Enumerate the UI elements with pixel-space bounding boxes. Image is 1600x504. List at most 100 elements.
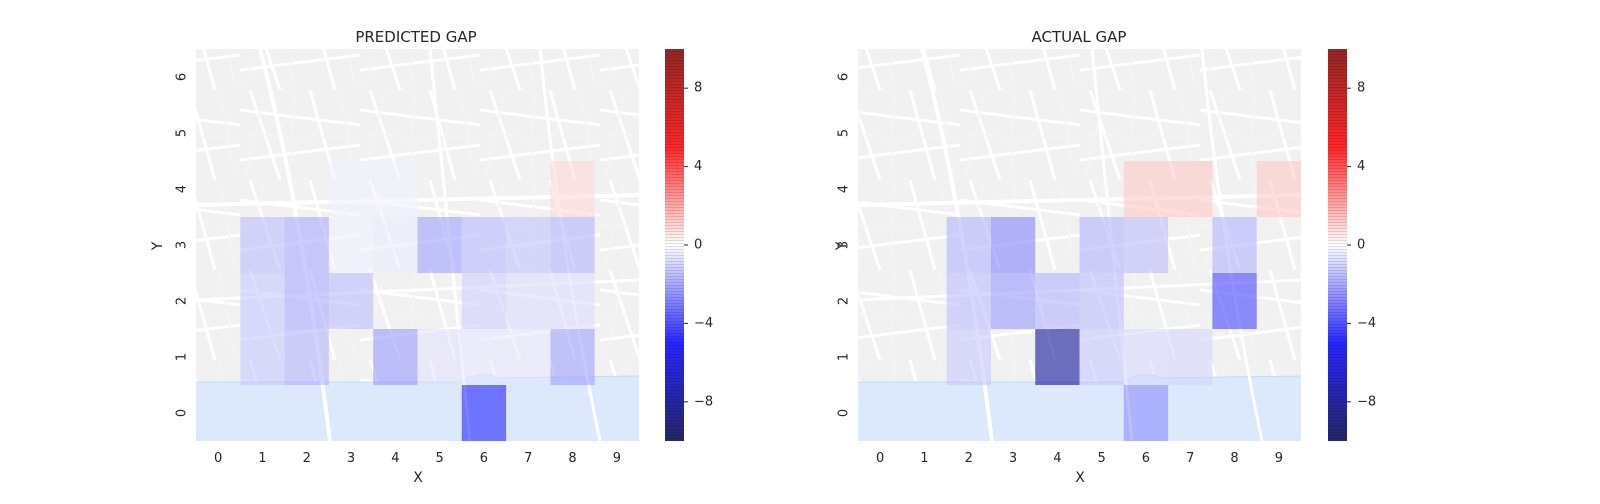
x-tick-label: 6 xyxy=(1142,451,1150,466)
y-tick-label: 3 xyxy=(175,241,190,249)
heatmap-cell xyxy=(240,217,285,273)
x-tick-label: 5 xyxy=(436,451,444,466)
heatmap-cell xyxy=(284,217,329,273)
y-axis-label: Y xyxy=(150,241,166,251)
heatmap-cell xyxy=(1035,273,1080,329)
y-axis-label: Y xyxy=(834,241,850,251)
heatmap-cell xyxy=(550,273,595,329)
colorbar-tick-label: 0 xyxy=(1357,238,1365,253)
heatmap-cell xyxy=(990,273,1036,329)
heatmap-cell xyxy=(946,217,991,273)
x-axis-label: X xyxy=(1075,470,1085,486)
colorbar-tick-label: −4 xyxy=(694,316,713,331)
y-axis: 0 1 2 3 4 5 6 xyxy=(837,73,852,417)
x-tick-label: 4 xyxy=(1053,451,1061,466)
x-axis: 0 1 2 3 4 5 6 7 8 9 xyxy=(214,451,621,466)
x-tick-label: 9 xyxy=(613,451,621,466)
y-tick-label: 0 xyxy=(837,409,852,417)
x-tick-label: 7 xyxy=(1186,451,1194,466)
colorbar-tick-label: −8 xyxy=(1357,394,1376,409)
heatmap-cell xyxy=(1168,161,1213,217)
y-tick-label: 5 xyxy=(837,129,852,137)
heatmap-cells xyxy=(240,161,595,441)
y-tick-label: 4 xyxy=(175,185,190,193)
heatmap-cell xyxy=(1079,273,1124,329)
y-tick-label: 3 xyxy=(837,241,852,249)
heatmap-cell xyxy=(328,161,374,217)
heatmap-cell xyxy=(506,329,551,385)
heatmap-cell xyxy=(240,329,285,385)
x-tick-label: 9 xyxy=(1275,451,1283,466)
heatmap-cell xyxy=(1212,217,1257,273)
actual-gap-panel: ACTUAL GAP 0 1 2 3 4 5 6 7 8 9 0 1 2 3 4 5 6 X Y 8 4 0 −4 −… xyxy=(834,28,1376,486)
x-tick-label: 5 xyxy=(1098,451,1106,466)
heatmap-cell xyxy=(990,217,1036,273)
x-tick-label: 4 xyxy=(391,451,399,466)
heatmap-cell xyxy=(417,217,462,273)
heatmap-cell xyxy=(284,329,329,385)
heatmap-cell xyxy=(1035,329,1080,385)
heatmap-cell xyxy=(417,329,462,385)
y-tick-label: 0 xyxy=(175,409,190,417)
y-tick-label: 1 xyxy=(837,353,852,361)
x-tick-label: 8 xyxy=(568,451,576,466)
heatmap-cell xyxy=(284,273,329,329)
heatmap-cell xyxy=(550,161,595,217)
heatmap-cell xyxy=(1123,161,1169,217)
heatmap-cell xyxy=(946,273,991,329)
heatmap-cell xyxy=(1123,329,1169,385)
heatmap-cell xyxy=(550,217,595,273)
heatmap-cell xyxy=(461,385,507,441)
heatmap-cell xyxy=(461,217,507,273)
x-tick-label: 6 xyxy=(480,451,488,466)
x-tick-label: 1 xyxy=(258,451,266,466)
y-tick-label: 4 xyxy=(837,185,852,193)
heatmap-cell xyxy=(373,161,418,217)
colorbar-tick-label: 0 xyxy=(694,238,702,253)
y-tick-label: 5 xyxy=(175,129,190,137)
x-tick-label: 0 xyxy=(214,451,222,466)
chart-title: ACTUAL GAP xyxy=(1032,28,1127,46)
predicted-gap-panel: PREDICTED GAP 0 1 2 3 4 5 6 7 8 9 0 1 2 3 4 5 6 X Y 8 4 0… xyxy=(150,28,713,486)
x-tick-label: 1 xyxy=(920,451,928,466)
colorbar-tick-label: −8 xyxy=(694,394,713,409)
colorbar-tick-label: 4 xyxy=(1357,159,1365,174)
x-axis-label: X xyxy=(413,470,423,486)
x-tick-label: 2 xyxy=(303,451,311,466)
y-tick-label: 6 xyxy=(175,73,190,81)
colorbar-tick-label: −4 xyxy=(1357,316,1376,331)
heatmap-cell xyxy=(373,217,418,273)
chart-title: PREDICTED GAP xyxy=(355,28,476,46)
colorbar: 8 4 0 −4 −8 xyxy=(665,49,713,441)
heatmap-cell xyxy=(1212,273,1257,329)
y-tick-label: 1 xyxy=(175,353,190,361)
x-tick-label: 7 xyxy=(524,451,532,466)
x-tick-label: 0 xyxy=(876,451,884,466)
x-tick-label: 3 xyxy=(347,451,355,466)
heatmap-cell xyxy=(373,329,418,385)
heatmap-cell xyxy=(461,273,507,329)
heatmap-cells xyxy=(946,161,1301,441)
heatmap-cell xyxy=(240,273,285,329)
heatmap-cell xyxy=(550,329,595,385)
heatmap-cell xyxy=(1079,217,1124,273)
heatmap-cell xyxy=(1079,329,1124,385)
heatmap-cell xyxy=(1256,161,1301,217)
x-tick-label: 2 xyxy=(965,451,973,466)
y-tick-label: 6 xyxy=(837,73,852,81)
heatmap-cell xyxy=(1123,385,1169,441)
colorbar-tick-label: 8 xyxy=(1357,81,1365,96)
heatmap-cell xyxy=(506,273,551,329)
x-tick-label: 8 xyxy=(1230,451,1238,466)
colorbar-tick-label: 4 xyxy=(694,159,702,174)
heatmap-cell xyxy=(328,217,374,273)
heatmap-cell xyxy=(328,273,374,329)
heatmap-cell xyxy=(1168,329,1213,385)
heatmap-cell xyxy=(946,329,991,385)
y-axis: 0 1 2 3 4 5 6 xyxy=(175,73,190,417)
heatmap-cell xyxy=(1123,217,1169,273)
heatmap-cell xyxy=(461,329,507,385)
y-tick-label: 2 xyxy=(837,297,852,305)
colorbar: 8 4 0 −4 −8 xyxy=(1328,49,1376,441)
